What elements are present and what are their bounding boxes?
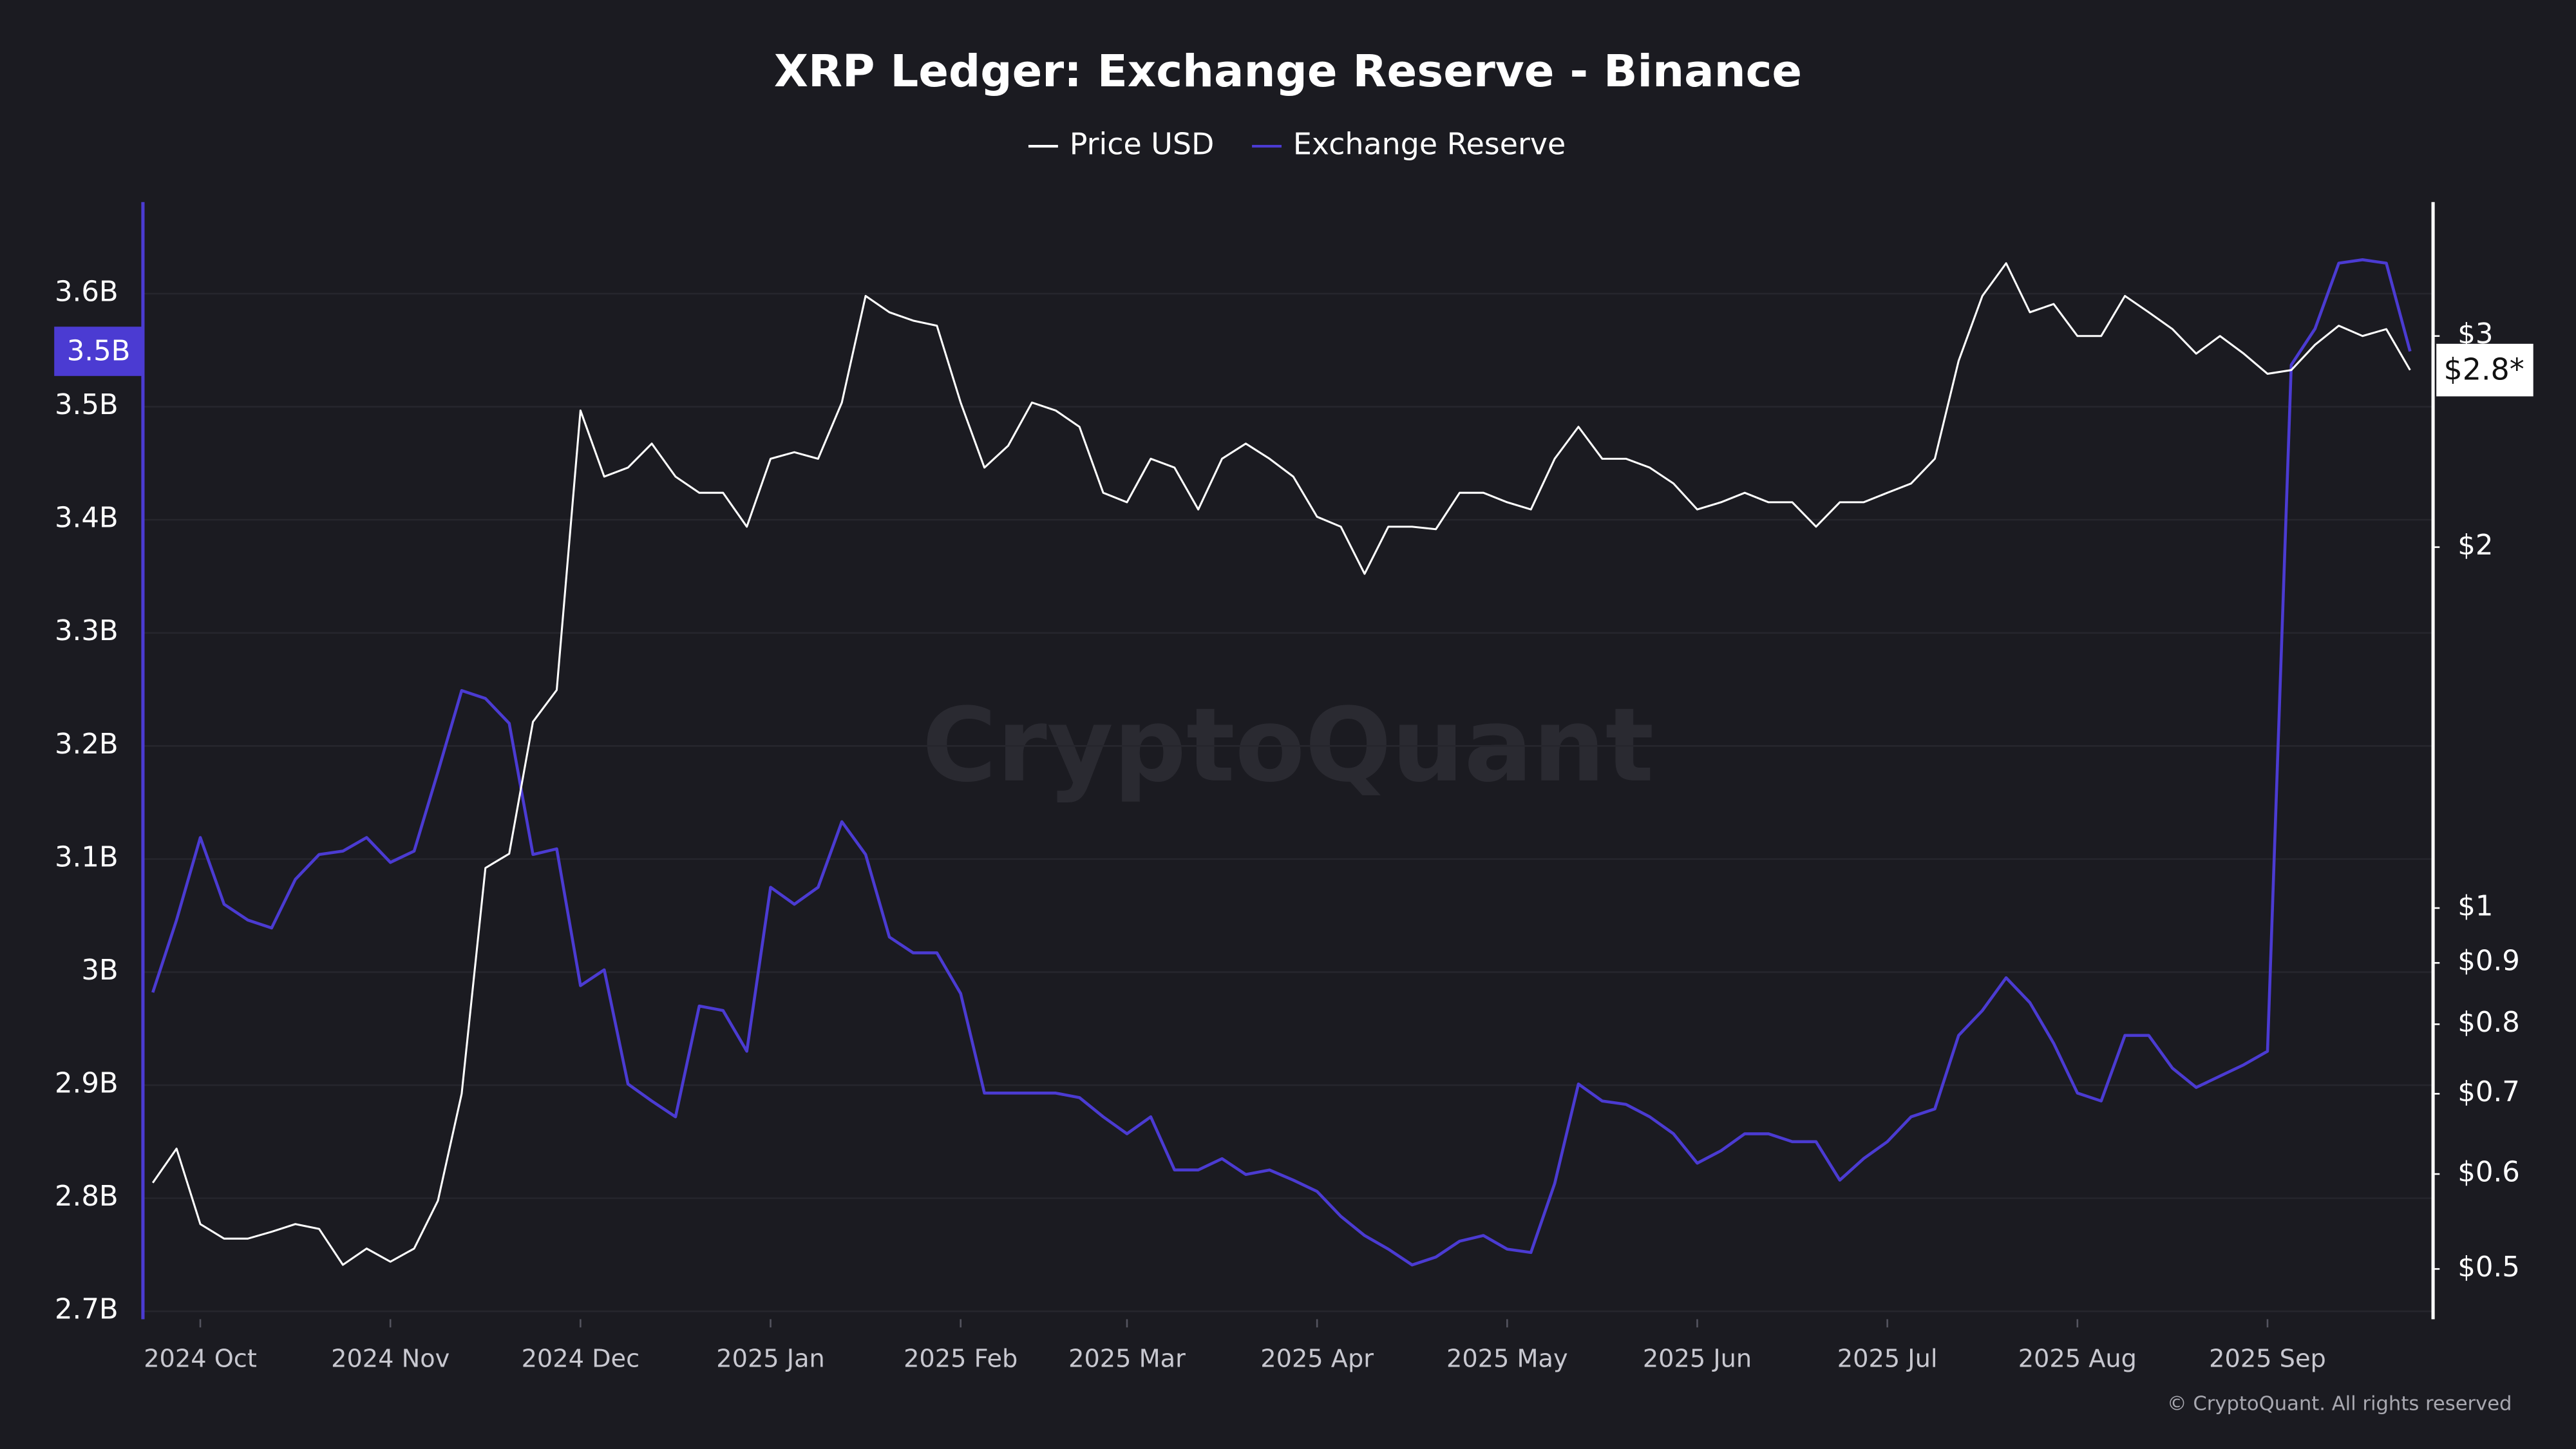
series-line (151, 262, 2411, 1266)
y2-tick-label: $0.6 (2458, 1157, 2520, 1189)
y-tick-label: 3.4B (55, 502, 118, 535)
y2-tick-label: $0.7 (2458, 1076, 2520, 1108)
y2-tick-label: $0.8 (2458, 1007, 2520, 1039)
y2-tick-label: $2 (2458, 529, 2493, 562)
x-tick-label: 2024 Dec (522, 1345, 640, 1374)
y2-tick-label: $1 (2458, 891, 2493, 923)
chart-title: XRP Ledger: Exchange Reserve - Binance (774, 46, 1802, 97)
y2-tick-label: $0.5 (2458, 1251, 2520, 1283)
y-tick-label: 2.7B (55, 1294, 118, 1326)
x-tick-label: 2025 Feb (904, 1345, 1018, 1374)
y-tick-label: 3.5B (55, 389, 118, 421)
x-tick-label: 2024 Nov (331, 1345, 450, 1374)
last-value-label: 3.5B (67, 336, 131, 368)
x-tick-label: 2025 May (1446, 1345, 1568, 1374)
last-value-label: $2.8* (2444, 352, 2524, 387)
y-tick-label: 3.2B (55, 728, 118, 761)
last-value-badge (54, 327, 143, 376)
last-value-badge (2436, 343, 2533, 397)
y-tick-label: 3.1B (55, 841, 118, 873)
y-tick-label: 3.6B (55, 276, 118, 308)
x-tick-label: 2024 Oct (144, 1345, 257, 1374)
y-tick-label: 3.3B (55, 615, 118, 647)
y2-tick-label: $0.9 (2458, 945, 2520, 978)
x-tick-label: 2025 Sep (2209, 1345, 2326, 1374)
x-tick-label: 2025 Jul (1837, 1345, 1938, 1374)
legend-label: Exchange Reserve (1293, 127, 1566, 162)
y-tick-label: 2.9B (55, 1068, 118, 1100)
x-tick-label: 2025 Jun (1643, 1345, 1752, 1374)
y-tick-label: 2.8B (55, 1180, 118, 1213)
y-tick-label: 3B (81, 954, 118, 987)
credit: © CryptoQuant. All rights reserved (2167, 1393, 2512, 1416)
legend-label: Price USD (1070, 127, 1215, 162)
series-line (151, 258, 2412, 1267)
x-tick-label: 2025 Jan (716, 1345, 824, 1374)
x-tick-label: 2025 Aug (2018, 1345, 2137, 1374)
x-tick-label: 2025 Mar (1068, 1345, 1186, 1374)
x-tick-label: 2025 Apr (1260, 1345, 1374, 1374)
